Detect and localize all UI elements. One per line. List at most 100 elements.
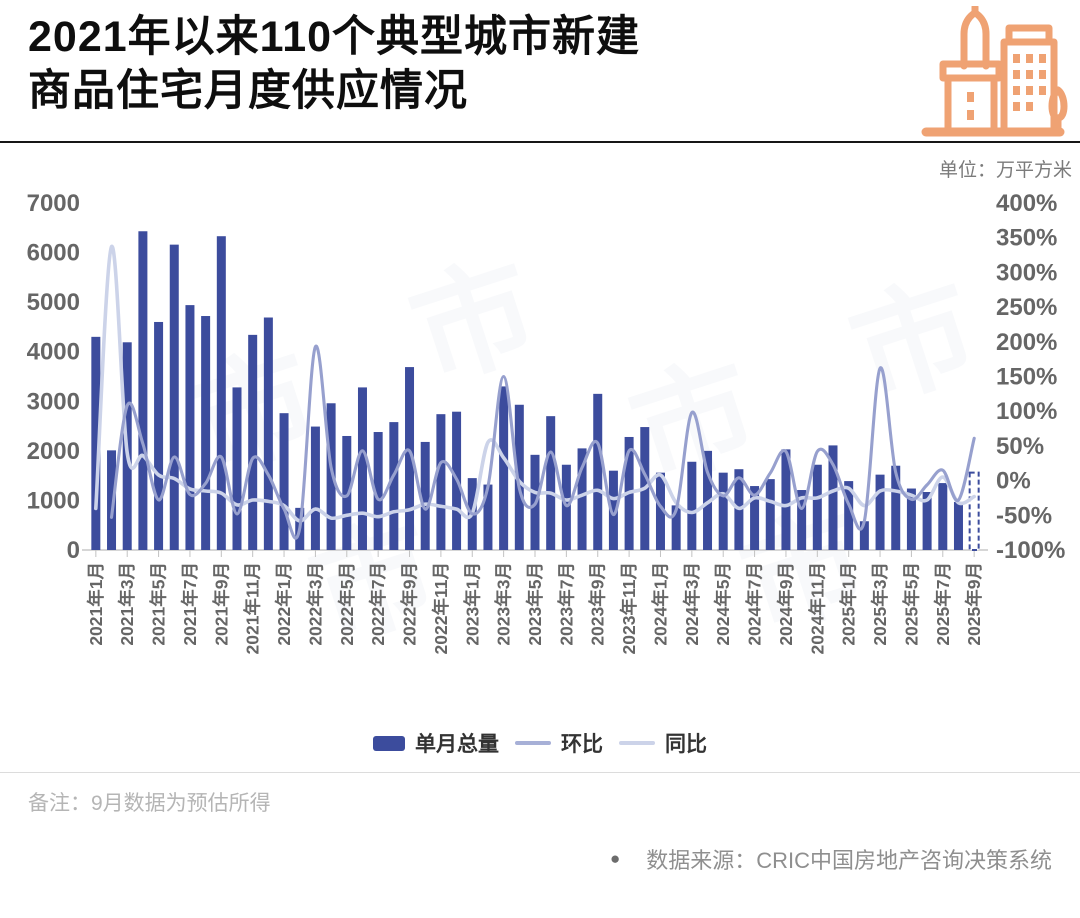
bar [216,236,226,550]
bar [812,464,822,550]
page-title-line1: 2021年以来110个典型城市新建 [28,13,641,61]
svg-text:1000: 1000 [27,487,80,514]
x-axis-label: 2022年1月 [274,562,294,646]
page-title-line2: 商品住宅月度供应情况 [28,67,468,116]
yoy-line-swatch [619,741,655,745]
left-axis-labels: 0 1000 2000 3000 4000 5000 6000 7000 [27,190,80,564]
bar [687,461,697,550]
x-axis-label: 2021年7月 [180,562,200,646]
bar [107,450,117,550]
bar [593,393,603,550]
bar [608,470,618,550]
x-axis-label: 2021年9月 [211,562,231,646]
svg-text:-50%: -50% [996,502,1052,529]
x-axis-label: 2022年5月 [337,562,357,646]
bar [844,481,854,550]
bar [154,321,164,550]
bar [185,305,195,550]
bar [718,472,728,550]
bar [326,403,336,550]
x-axis-label: 2021年1月 [86,562,106,646]
buildings-icon [921,6,1068,137]
bar [373,432,383,550]
legend-yoy-label: 同比 [665,733,707,756]
svg-text:6000: 6000 [27,240,80,267]
bar [781,449,791,550]
x-axis-label: 2023年3月 [494,562,514,646]
svg-text:50%: 50% [996,433,1044,460]
bar [499,386,509,550]
x-axis-labels: 2021年1月 2021年3月 2021年5月 2021年7月 2021年9月 2021年… [86,562,984,654]
data-source-text: 数据来源：CRIC中国房地产咨询决策系统 [646,848,1052,873]
bar [436,414,446,550]
x-axis-label: 2024年11月 [807,562,827,654]
footnote: 备注：9月数据为预估所得 [28,792,271,815]
bar [483,484,493,550]
legend-item-bar: 单月总量 [373,728,499,758]
x-axis-label: 2024年5月 [713,562,733,646]
x-axis-label: 2025年7月 [933,562,953,646]
bar [561,464,571,550]
x-axis-label: 2023年5月 [525,562,545,646]
x-axis-label: 2025年1月 [839,562,859,646]
title-divider [0,141,1080,143]
bar [91,336,101,550]
bar [420,441,430,550]
bar [310,426,320,550]
svg-text:-100%: -100% [996,537,1065,564]
svg-text:3000: 3000 [27,388,80,415]
x-axis-label: 2025年9月 [964,562,984,646]
svg-text:300%: 300% [996,259,1057,286]
bar [922,492,932,550]
legend-item-mom: 环比 [515,728,603,758]
x-axis-label: 2022年3月 [305,562,325,646]
x-axis-label: 2023年11月 [619,562,639,654]
bar [201,316,211,550]
footer-divider [0,772,1080,773]
bar [263,317,273,550]
data-source: ● 数据来源：CRIC中国房地产咨询决策系统 [610,843,1052,875]
bar [232,387,242,550]
bar [138,231,148,550]
bar [169,244,179,550]
svg-text:5000: 5000 [27,289,80,316]
bar [389,422,399,550]
svg-text:0%: 0% [996,468,1031,495]
bar [514,404,524,550]
bar [248,334,258,550]
bar-estimated [968,471,980,552]
bar [875,474,885,550]
x-axis-label: 2021年5月 [149,562,169,646]
x-axis-label: 2025年5月 [901,562,921,646]
legend-mom-label: 环比 [561,733,603,756]
bar [953,501,963,550]
mom-line [109,344,976,540]
x-axis-label: 2021年3月 [117,562,137,646]
bar [357,387,367,550]
bar [765,479,775,550]
x-axis-label: 2024年9月 [776,562,796,646]
bar [938,483,948,550]
svg-text:4000: 4000 [27,339,80,366]
bar [342,435,352,550]
bar [703,450,713,550]
bar [750,486,760,550]
bar [546,416,556,550]
x-axis-label: 2024年7月 [745,562,765,646]
svg-text:250%: 250% [996,294,1057,321]
svg-text:市: 市 [397,240,553,405]
x-axis-ticks [95,550,975,557]
svg-text:150%: 150% [996,364,1057,391]
svg-text:200%: 200% [996,329,1057,356]
bar [891,465,901,550]
bar [405,367,415,550]
svg-text:350%: 350% [996,225,1057,252]
page-title: 2021年以来110个典型城市新建 商品住宅月度供应情况 [28,10,908,118]
svg-text:0: 0 [67,537,80,564]
bar [671,505,681,550]
x-axis-label: 2021年11月 [243,562,263,654]
x-axis-label: 2023年7月 [556,562,576,646]
svg-text:100%: 100% [996,398,1057,425]
svg-text:400%: 400% [996,190,1057,217]
